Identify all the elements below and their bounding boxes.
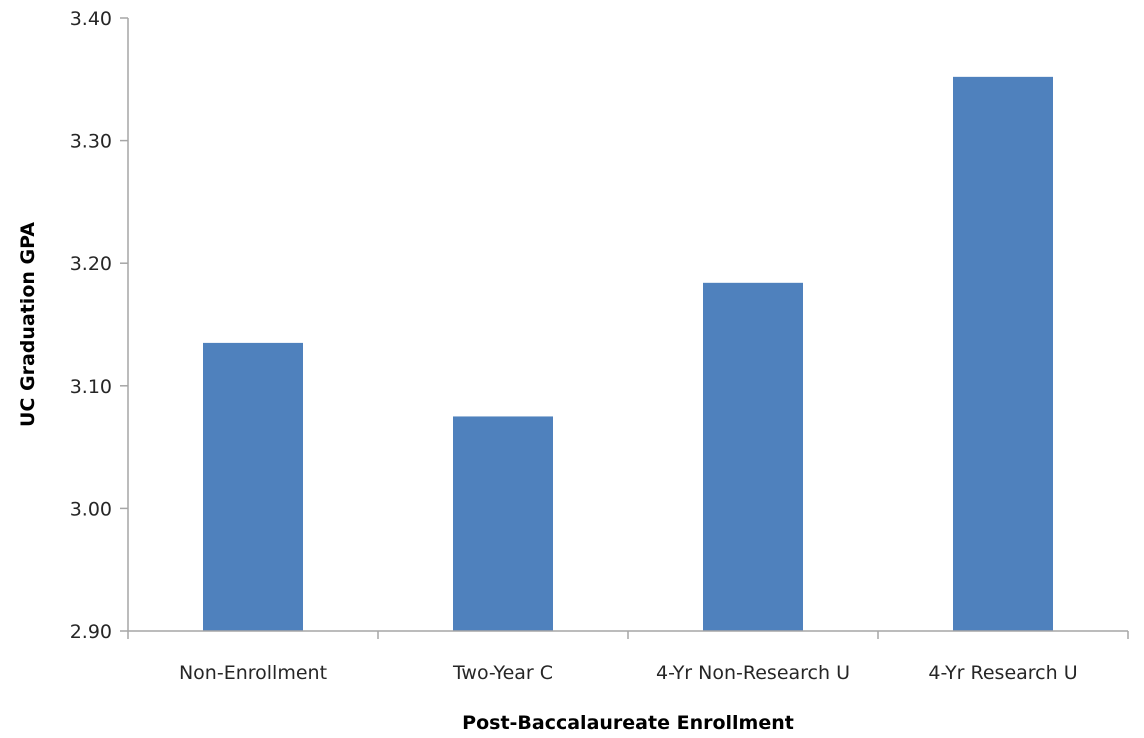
y-axis-title: UC Graduation GPA xyxy=(17,222,39,427)
x-tick-label: Non-Enrollment xyxy=(179,662,327,684)
x-axis-ticks: Non-Enrollment Two-Year C 4-Yr Non-Researc… xyxy=(127,631,1129,684)
y-tick-label: 3.00 xyxy=(70,498,112,520)
x-tick-label: 4-Yr Non-Research U xyxy=(656,662,850,684)
x-axis-title: Post-Baccalaureate Enrollment xyxy=(462,712,794,734)
x-tick-label: 4-Yr Research U xyxy=(928,662,1077,684)
bar xyxy=(203,342,303,631)
y-tick-label: 3.10 xyxy=(70,376,112,398)
y-axis-ticks: 2.90 3.00 3.10 3.20 3.30 3.40 xyxy=(70,8,128,643)
y-tick-label: 3.40 xyxy=(70,8,112,30)
bar xyxy=(703,282,803,631)
y-tick-label: 3.20 xyxy=(70,253,112,275)
y-tick-label: 3.30 xyxy=(70,131,112,153)
bar xyxy=(953,76,1053,631)
bars xyxy=(203,76,1053,631)
y-tick-label: 2.90 xyxy=(70,621,112,643)
bar xyxy=(453,416,553,631)
x-tick-label: Two-Year C xyxy=(452,662,553,684)
